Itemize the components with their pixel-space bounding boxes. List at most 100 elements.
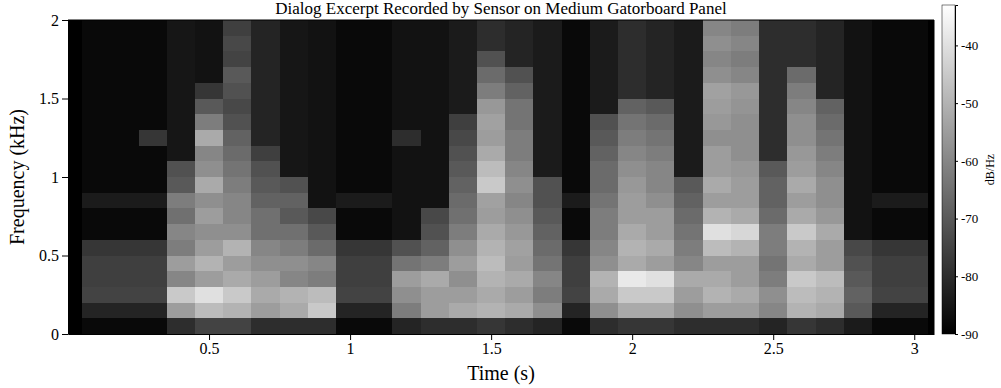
heatmap-cell <box>646 36 674 52</box>
tick: 0.5 <box>39 247 68 264</box>
heatmap-cell <box>872 318 900 334</box>
heatmap-cell <box>844 99 872 115</box>
heatmap-cell <box>421 20 449 36</box>
heatmap-cell <box>110 224 138 240</box>
heatmap-cell <box>364 271 392 287</box>
heatmap-cell <box>110 240 138 256</box>
heatmap-cell <box>223 146 251 162</box>
heatmap-cell <box>505 36 533 52</box>
heatmap-cell <box>900 99 928 115</box>
heatmap-cell <box>703 161 731 177</box>
tick: -60 <box>955 154 978 169</box>
heatmap-cell <box>703 256 731 272</box>
heatmap-cell <box>223 208 251 224</box>
heatmap-cell <box>703 177 731 193</box>
heatmap-cell <box>505 67 533 83</box>
heatmap-cell <box>421 256 449 272</box>
x-axis: 0.511.522.53 <box>69 334 935 357</box>
tick: 3 <box>911 334 919 357</box>
heatmap-cell <box>421 303 449 319</box>
heatmap-cell <box>223 83 251 99</box>
heatmap-cell <box>872 287 900 303</box>
heatmap-cell <box>533 193 561 209</box>
heatmap-cell <box>787 208 815 224</box>
heatmap-cell <box>421 130 449 146</box>
heatmap-cell <box>759 83 787 99</box>
heatmap-cell <box>195 146 223 162</box>
heatmap-cell <box>533 271 561 287</box>
heatmap-cell <box>336 287 364 303</box>
heatmap-cell <box>844 51 872 67</box>
heatmap-cell <box>167 67 195 83</box>
heatmap-cell <box>449 240 477 256</box>
heatmap-cell <box>731 67 759 83</box>
heatmap-cell <box>195 161 223 177</box>
heatmap-cell <box>533 161 561 177</box>
heatmap-cell <box>167 287 195 303</box>
heatmap-cell <box>167 83 195 99</box>
heatmap-cell <box>562 114 590 130</box>
heatmap-cell <box>449 130 477 146</box>
heatmap-cell <box>223 303 251 319</box>
heatmap-cell <box>308 114 336 130</box>
heatmap-cell <box>167 318 195 334</box>
heatmap-cell <box>562 303 590 319</box>
heatmap-cell <box>618 271 646 287</box>
heatmap-cell <box>731 318 759 334</box>
heatmap-cell <box>336 240 364 256</box>
heatmap-cell <box>195 130 223 146</box>
heatmap-cell <box>872 256 900 272</box>
heatmap-cell <box>167 224 195 240</box>
y-axis-title: Frequency (kHz) <box>6 109 29 245</box>
heatmap-cell <box>477 177 505 193</box>
heatmap-cell <box>533 287 561 303</box>
heatmap-cell <box>816 318 844 334</box>
tick-mark <box>955 219 958 220</box>
heatmap-cell <box>590 114 618 130</box>
heatmap-cell <box>167 20 195 36</box>
heatmap-cell <box>223 114 251 130</box>
heatmap-cell <box>731 271 759 287</box>
heatmap-cell <box>731 287 759 303</box>
heatmap-cell <box>731 224 759 240</box>
heatmap-cell <box>110 146 138 162</box>
heatmap-cell <box>703 83 731 99</box>
heatmap-cell <box>674 67 702 83</box>
heatmap-cell <box>900 114 928 130</box>
heatmap-cell <box>82 130 110 146</box>
heatmap-cell <box>562 240 590 256</box>
heatmap-cell <box>505 177 533 193</box>
axis-line <box>956 6 959 335</box>
tick-label: -80 <box>961 269 978 284</box>
tick: 0 <box>51 326 68 343</box>
heatmap-cell <box>533 240 561 256</box>
heatmap-cell <box>703 146 731 162</box>
heatmap-cell <box>900 208 928 224</box>
heatmap-cell <box>900 287 928 303</box>
tick-mark <box>955 161 958 162</box>
heatmap-cell <box>731 36 759 52</box>
heatmap-cell <box>139 240 167 256</box>
heatmap-cell <box>110 36 138 52</box>
heatmap-cell <box>392 99 420 115</box>
heatmap-cell <box>139 67 167 83</box>
heatmap-cell <box>844 177 872 193</box>
heatmap-cell <box>280 51 308 67</box>
heatmap-cell <box>787 177 815 193</box>
heatmap-cell <box>139 287 167 303</box>
heatmap-cell <box>392 161 420 177</box>
heatmap-cell <box>251 146 279 162</box>
heatmap-cell <box>195 208 223 224</box>
heatmap-cell <box>82 177 110 193</box>
heatmap-cell <box>251 208 279 224</box>
heatmap-cell <box>816 114 844 130</box>
tick-mark <box>773 334 774 340</box>
heatmap-cell <box>731 83 759 99</box>
heatmap-cell <box>336 146 364 162</box>
heatmap-cell <box>618 67 646 83</box>
heatmap-cell <box>590 303 618 319</box>
heatmap-cell <box>590 83 618 99</box>
heatmap-cell <box>449 287 477 303</box>
heatmap-cell <box>336 130 364 146</box>
heatmap-cell <box>167 256 195 272</box>
